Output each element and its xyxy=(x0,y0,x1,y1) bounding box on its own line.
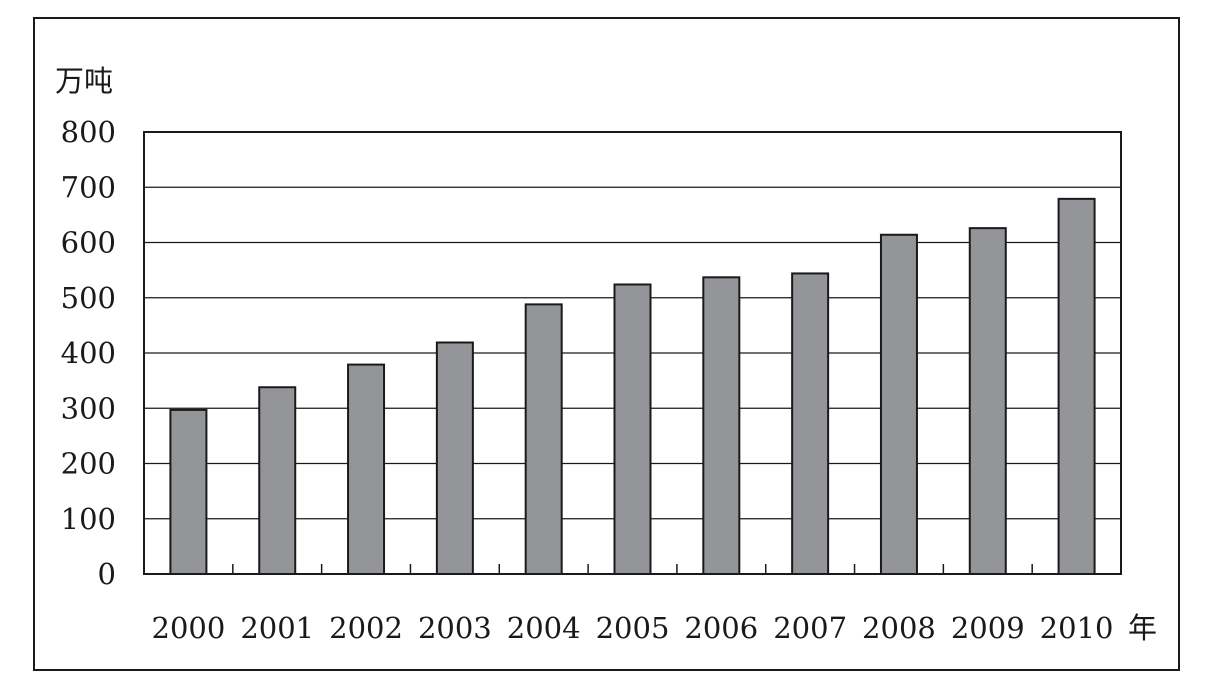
x-tick-labels: 2000 2001 2002 2003 2004 2005 2006 2007 2008 2009… xyxy=(152,611,1114,645)
x-tick-label: 2007 xyxy=(773,611,847,645)
y-tick-label: 700 xyxy=(61,170,116,204)
x-tick-label: 2001 xyxy=(240,611,314,645)
x-tick-label: 2004 xyxy=(507,611,581,645)
x-tick-label: 2003 xyxy=(418,611,492,645)
bar-2009 xyxy=(968,227,1007,575)
bar-2002 xyxy=(347,363,386,576)
x-tick-label: 2008 xyxy=(862,611,936,645)
x-tick-label: 2009 xyxy=(951,611,1025,645)
y-tick-label: 200 xyxy=(61,447,116,481)
bar-2006 xyxy=(702,276,741,575)
y-tick-label: 600 xyxy=(61,226,116,260)
x-tick-label: 2006 xyxy=(684,611,758,645)
x-tick-label: 2002 xyxy=(329,611,403,645)
plot-border xyxy=(143,131,1122,575)
bar-2010 xyxy=(1057,197,1096,575)
x-tick-label: 2010 xyxy=(1040,611,1114,645)
x-tick-label: 2000 xyxy=(152,611,226,645)
y-axis-unit-label: 万吨 xyxy=(55,64,113,98)
bar-2008 xyxy=(879,233,918,575)
x-axis-unit-label: 年 xyxy=(1128,611,1157,645)
y-tick-label: 100 xyxy=(61,502,116,536)
bars xyxy=(169,197,1096,576)
y-tick-label: 500 xyxy=(61,281,116,315)
y-tick-label: 800 xyxy=(61,115,116,149)
y-tick-label: 400 xyxy=(61,336,116,370)
y-tick-label: 300 xyxy=(61,391,116,425)
y-tick-labels: 0 100 200 300 400 500 600 700 800 xyxy=(61,115,116,591)
bar-2005 xyxy=(613,283,652,575)
bar-2000 xyxy=(169,408,208,575)
y-tick-label: 0 xyxy=(98,557,116,591)
bar-2007 xyxy=(791,272,830,575)
x-tick-label: 2005 xyxy=(596,611,670,645)
bar-2004 xyxy=(524,303,563,575)
axes xyxy=(143,131,1122,575)
bar-2003 xyxy=(435,341,474,575)
bar-2001 xyxy=(258,386,297,575)
